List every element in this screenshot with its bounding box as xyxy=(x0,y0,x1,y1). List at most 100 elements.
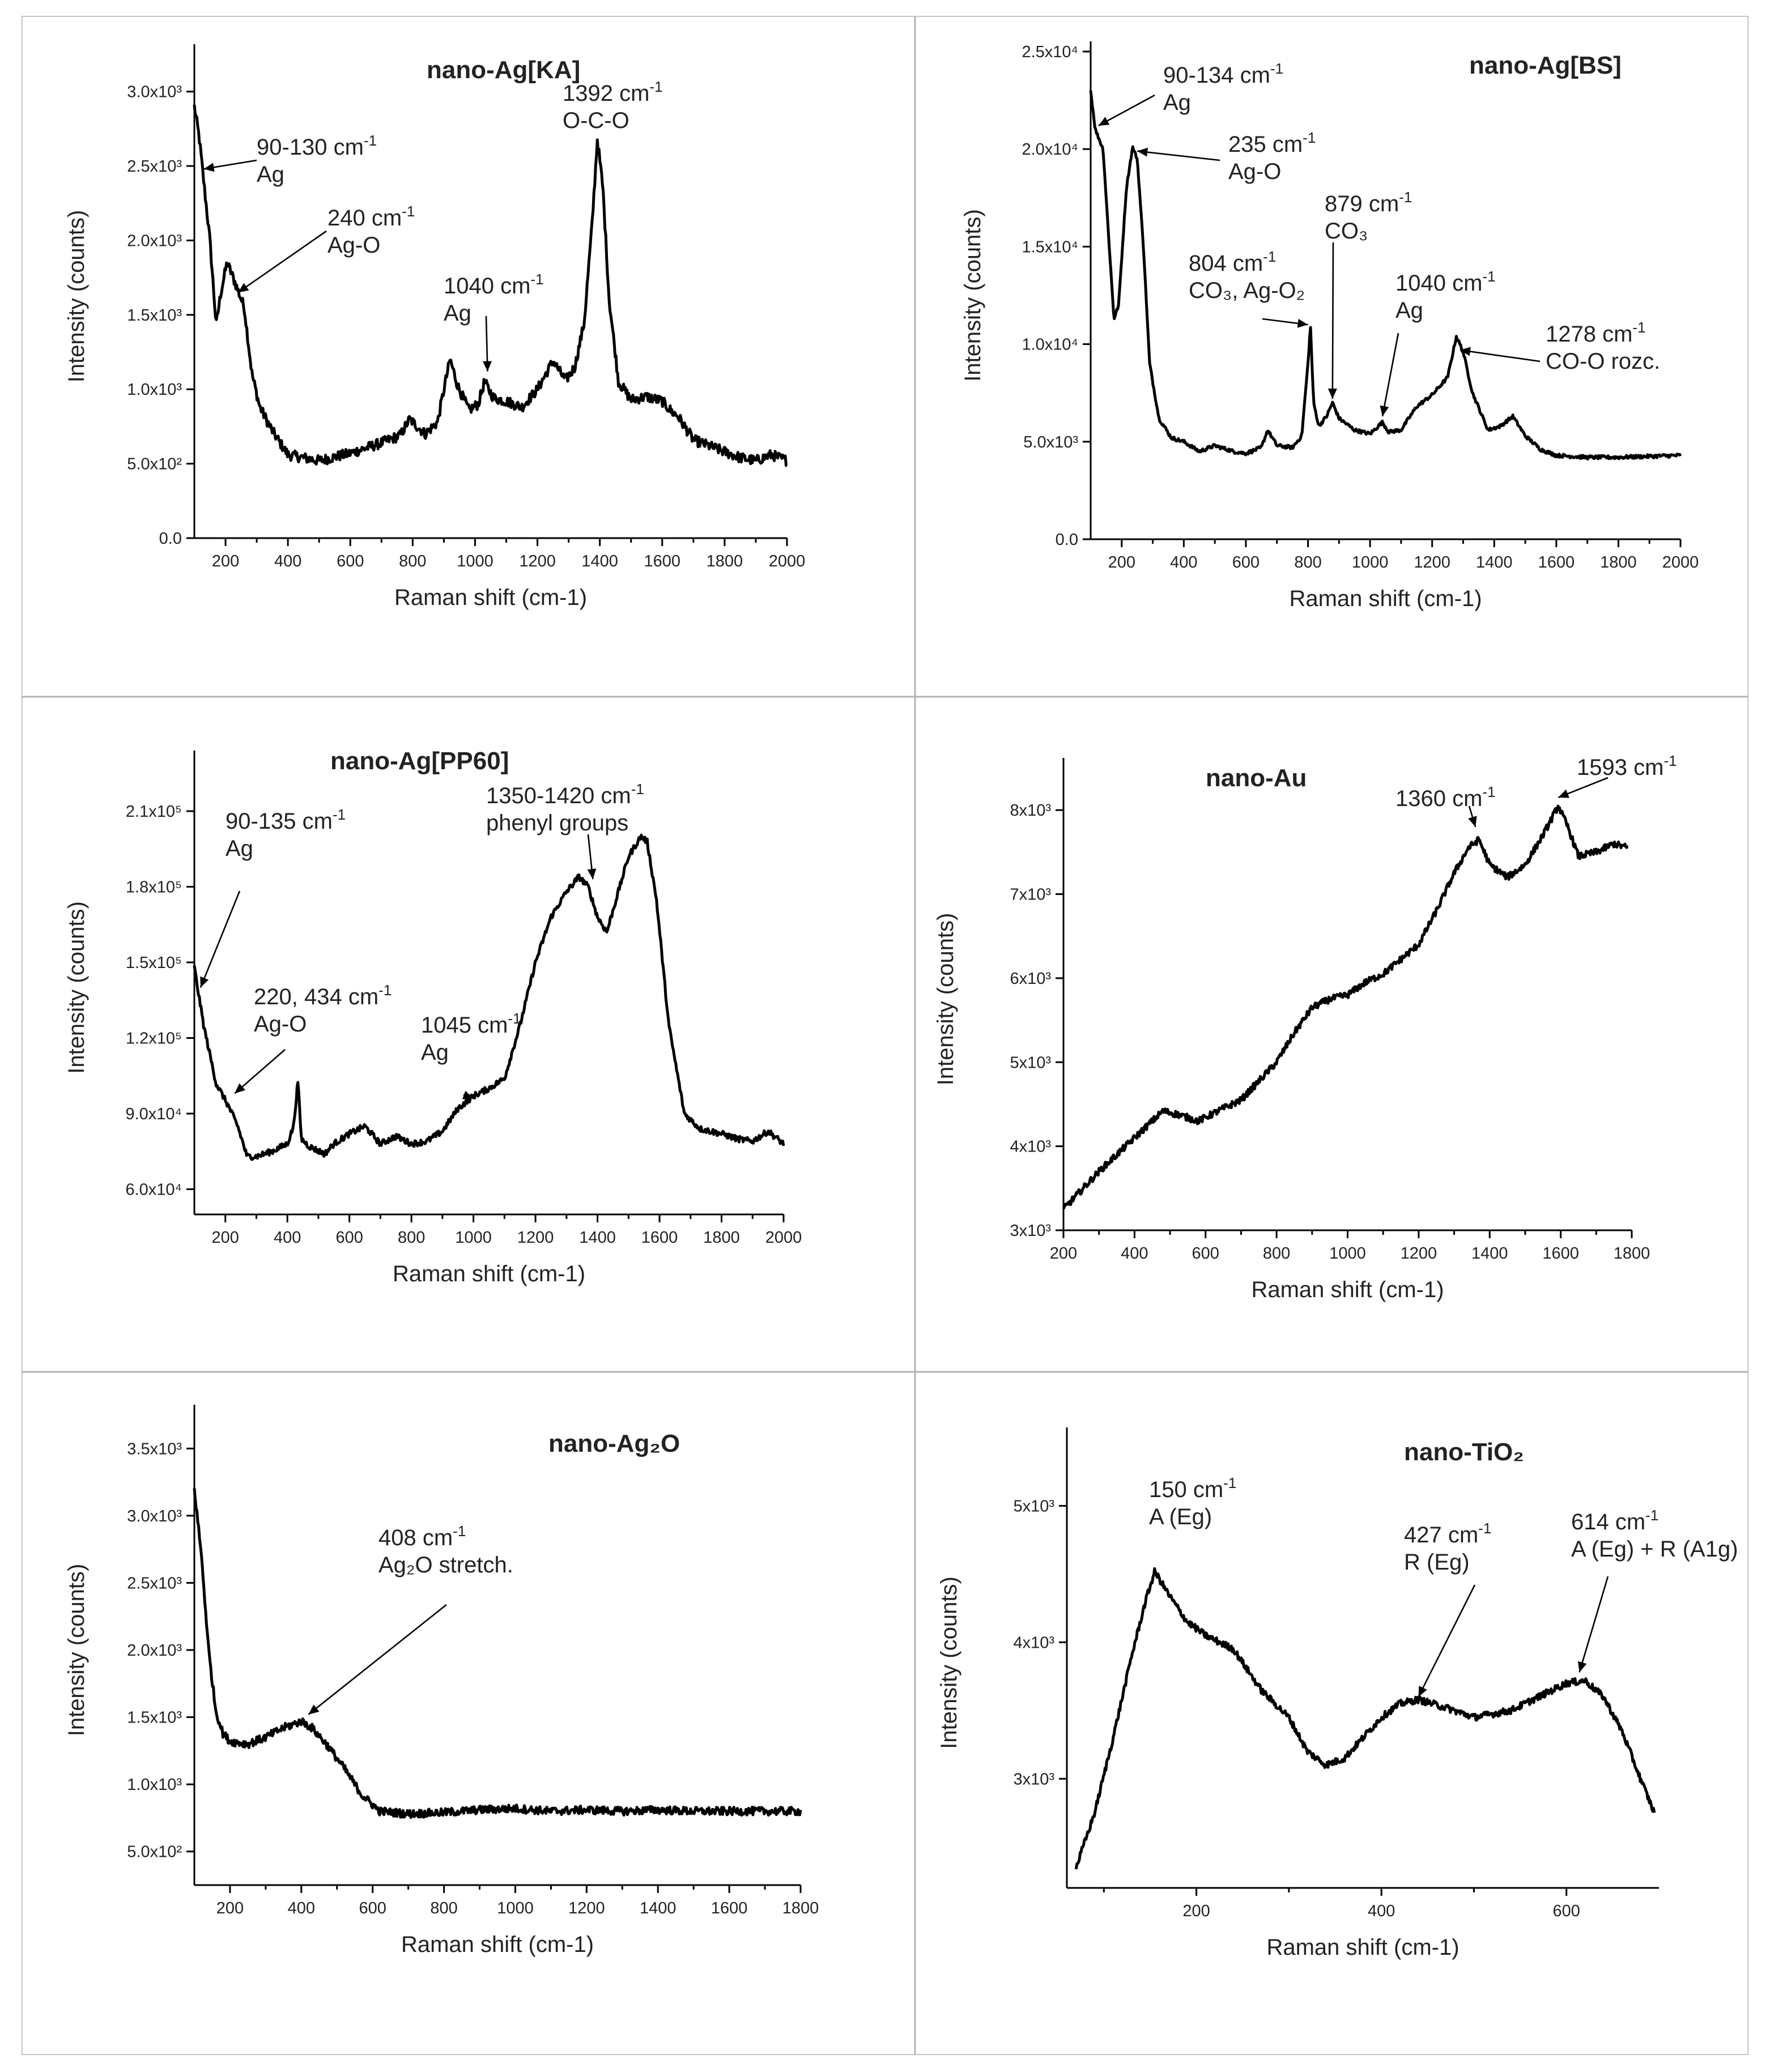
annotation-sublabel: Ag xyxy=(257,162,284,187)
chart-title: nano-Ag[KA] xyxy=(427,56,580,84)
x-tick-label: 800 xyxy=(1263,1244,1290,1263)
y-tick-label: 3.0x10³ xyxy=(127,1507,182,1525)
x-tick-label: 1400 xyxy=(1476,553,1513,572)
chart-3: 200 400 600 800 1000 1200 1400 1600 1800 3x10³ 4x1… xyxy=(933,752,1677,1302)
annotation-text: 879 cm xyxy=(1325,191,1399,216)
data-line xyxy=(1089,90,1682,461)
x-tick-label: 1600 xyxy=(641,1229,678,1247)
annotation-label: 1593 cm-1 xyxy=(1577,752,1677,780)
annotation-sublabel: O-C-O xyxy=(563,108,629,133)
annotation-arrow xyxy=(1381,332,1399,417)
annotation-superscript: -1 xyxy=(453,1523,466,1540)
x-tick-label: 1000 xyxy=(457,552,493,570)
x-tick-label: 800 xyxy=(398,1229,425,1247)
annotation-label: 427 cm-1 xyxy=(1404,1520,1491,1547)
y-tick-label: 5.0x10² xyxy=(127,455,182,474)
y-tick-label: 3.0x10³ xyxy=(127,83,182,101)
x-tick-label: 2000 xyxy=(1662,553,1699,572)
peak-annotation: 1045 cm-1Ag xyxy=(421,1010,521,1099)
annotation-arrowhead xyxy=(1137,147,1148,157)
annotation-arrowhead xyxy=(1328,389,1337,399)
x-tick-label: 200 xyxy=(1182,1902,1210,1920)
y-tick-label: 2.0x10³ xyxy=(127,232,182,250)
y-tick-label: 1.0x10³ xyxy=(127,381,182,399)
annotation-text: 1040 cm xyxy=(444,274,530,299)
annotation-text: 90-130 cm xyxy=(257,135,364,160)
x-tick-label: 200 xyxy=(1050,1244,1077,1263)
annotation-arrowhead xyxy=(203,163,215,172)
x-axis-label: Raman shift (cm-1) xyxy=(1289,586,1482,611)
annotation-sublabel: CO₃ xyxy=(1325,219,1368,244)
x-tick-label: 2000 xyxy=(765,1229,802,1247)
annotation-arrowhead xyxy=(483,361,492,372)
peak-annotation: 235 cm-1Ag-O xyxy=(1137,129,1316,184)
y-tick-label: 2.5x10³ xyxy=(127,157,182,176)
x-axis-label: Raman shift (cm-1) xyxy=(401,1932,594,1957)
x-tick-label: 1200 xyxy=(568,1899,605,1917)
annotation-arrowhead xyxy=(462,1090,474,1099)
annotation-arrowhead xyxy=(235,1083,245,1094)
peak-annotation: 1593 cm-1 xyxy=(1558,752,1677,799)
x-tick-label: 1600 xyxy=(644,552,681,570)
annotation-arrowhead xyxy=(1297,319,1308,328)
peak-annotation: 1278 cm-1CO-O rozc. xyxy=(1460,319,1660,374)
annotation-arrowhead xyxy=(587,868,597,880)
x-tick-label: 400 xyxy=(1170,553,1197,572)
annotation-text: 150 cm xyxy=(1149,1477,1223,1502)
y-tick-label: 4x10³ xyxy=(1010,1138,1051,1156)
y-tick-label: 2.5x10³ xyxy=(127,1574,182,1592)
y-tick-label: 2.5x10⁴ xyxy=(1022,43,1078,61)
x-tick-label: 2000 xyxy=(769,552,806,570)
y-axis-label: Intensity (counts) xyxy=(933,913,958,1086)
annotation-arrowhead xyxy=(1380,405,1389,417)
peak-annotation: 90-134 cm-1Ag xyxy=(1098,60,1283,127)
annotation-superscript: -1 xyxy=(364,132,377,149)
annotation-label: 1040 cm-1 xyxy=(1395,268,1496,296)
chart-4: 200 400 600 800 1000 1200 1400 1600 1800 5.0x10² 1… xyxy=(64,1405,819,1957)
x-tick-label: 1400 xyxy=(579,1229,616,1247)
annotation-text: 1040 cm xyxy=(1395,271,1482,296)
y-axis-label: Intensity (counts) xyxy=(937,1576,961,1749)
x-tick-label: 1200 xyxy=(519,552,556,570)
annotation-arrow xyxy=(308,1604,447,1715)
annotation-arrowhead xyxy=(200,976,209,988)
x-tick-label: 800 xyxy=(430,1899,457,1917)
annotation-text: 1392 cm xyxy=(563,81,649,106)
y-tick-label: 1.5x10³ xyxy=(127,1709,182,1727)
y-tick-label: 1.0x10³ xyxy=(127,1776,182,1794)
annotation-label: 1392 cm-1 xyxy=(563,78,663,106)
x-axis-label: Raman shift (cm-1) xyxy=(394,585,587,610)
annotation-superscript: -1 xyxy=(1303,129,1316,146)
annotation-text: 1593 cm xyxy=(1577,755,1663,780)
annotation-arrowhead xyxy=(1098,117,1110,126)
annotation-text: 235 cm xyxy=(1228,132,1303,157)
annotation-arrow xyxy=(1098,94,1155,127)
x-tick-label: 1800 xyxy=(703,1229,740,1247)
annotation-label: 90-135 cm-1 xyxy=(225,806,346,834)
annotation-superscript: -1 xyxy=(530,271,543,288)
annotation-arrowhead xyxy=(1468,816,1477,827)
annotation-superscript: -1 xyxy=(508,1010,521,1027)
y-axis-label: Intensity (counts) xyxy=(960,209,985,382)
y-tick-label: 1.2x10⁵ xyxy=(126,1030,182,1048)
annotation-sublabel: Ag xyxy=(1163,90,1191,115)
y-tick-label: 6x10³ xyxy=(1010,970,1051,988)
x-tick-label: 1000 xyxy=(1352,553,1389,572)
x-tick-label: 600 xyxy=(337,552,364,570)
annotation-superscript: -1 xyxy=(1645,1507,1658,1524)
annotation-superscript: -1 xyxy=(631,781,644,798)
figure-grid: 200 400 600 800 1000 1200 1400 1600 1800 2000 0.0 5… xyxy=(22,16,1748,2055)
peak-annotation: 408 cm-1 Ag₂O stretch. xyxy=(308,1523,513,1715)
y-tick-label: 4x10³ xyxy=(1013,1634,1054,1652)
annotation-superscript: -1 xyxy=(1482,783,1495,800)
annotation-sublabel: phenyl groups xyxy=(486,811,628,835)
x-tick-label: 200 xyxy=(212,1229,239,1247)
annotation-superscript: -1 xyxy=(1663,752,1677,769)
annotation-sublabel: Ag-O xyxy=(254,1012,307,1037)
y-axis-label: Intensity (counts) xyxy=(64,901,89,1074)
annotation-arrow xyxy=(199,890,241,988)
annotation-sublabel: R (Eg) xyxy=(1404,1550,1470,1575)
annotation-label: 235 cm-1 xyxy=(1228,129,1316,157)
x-tick-label: 200 xyxy=(216,1899,244,1917)
